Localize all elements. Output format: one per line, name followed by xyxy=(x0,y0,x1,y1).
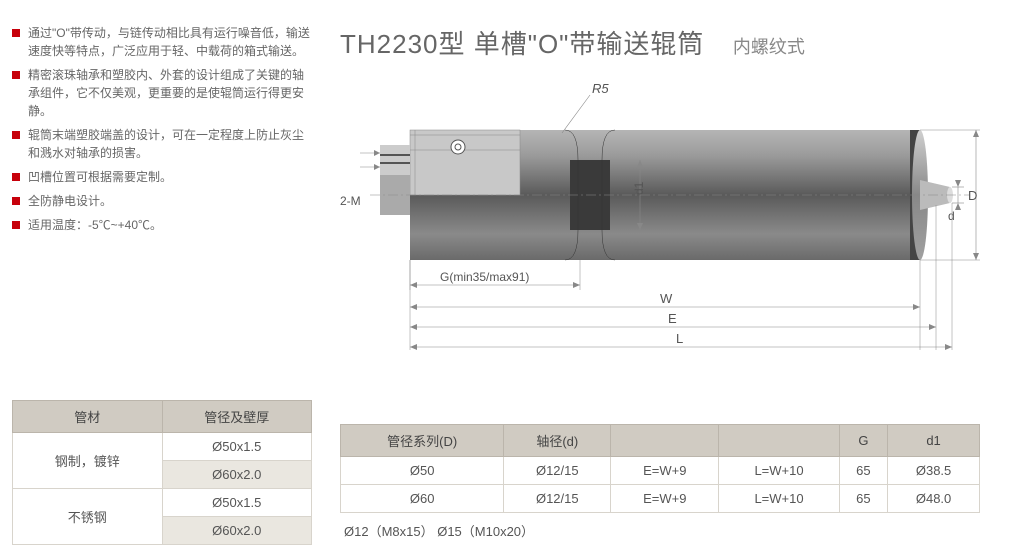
th: 管径系列(D) xyxy=(341,425,504,457)
spec-table-wrap: 管径系列(D) 轴径(d) G d1 Ø50 Ø12/15 E=W+9 L=W+… xyxy=(340,424,980,540)
roller-diagram: R5 2-M d1 d D G(min35/max91) xyxy=(340,75,980,355)
td: Ø12/15 xyxy=(504,457,611,485)
td: 65 xyxy=(839,485,888,513)
td: Ø38.5 xyxy=(888,457,980,485)
spec-table: 管径系列(D) 轴径(d) G d1 Ø50 Ø12/15 E=W+9 L=W+… xyxy=(340,424,980,513)
td-material: 不锈钢 xyxy=(13,489,163,545)
th: d1 xyxy=(888,425,980,457)
label-d1: d1 xyxy=(632,181,646,195)
footnote: Ø12（M8x15） Ø15（M10x20） xyxy=(340,521,980,540)
label-d: d xyxy=(948,209,955,223)
th-size: 管径及壁厚 xyxy=(162,401,312,433)
title-sub: 内螺纹式 xyxy=(733,37,805,57)
label-g: G(min35/max91) xyxy=(440,270,529,284)
td: Ø50 xyxy=(341,457,504,485)
td-size: Ø50x1.5 xyxy=(162,433,312,461)
td-material: 钢制，镀锌 xyxy=(13,433,163,489)
td: Ø60 xyxy=(341,485,504,513)
td-size: Ø50x1.5 xyxy=(162,489,312,517)
label-e: E xyxy=(668,311,677,326)
label-l: L xyxy=(676,331,683,346)
td: E=W+9 xyxy=(611,457,719,485)
title-block: TH2230型 单槽"O"带输送辊筒 内螺纹式 xyxy=(340,24,805,61)
bearing-inner-icon xyxy=(455,144,461,150)
td: L=W+10 xyxy=(719,485,839,513)
td: 65 xyxy=(839,457,888,485)
td-size: Ø60x2.0 xyxy=(162,461,312,489)
diagram-svg: R5 2-M d1 d D G(min35/max91) xyxy=(340,75,980,355)
bullet-item: 凹槽位置可根据需要定制。 xyxy=(12,168,312,186)
label-w: W xyxy=(660,291,673,306)
material-table-wrap: 管材 管径及壁厚 钢制，镀锌 Ø50x1.5 Ø60x2.0 不锈钢 Ø50x1… xyxy=(12,400,312,545)
th: 轴径(d) xyxy=(504,425,611,457)
td: Ø48.0 xyxy=(888,485,980,513)
title-main: TH2230型 单槽"O"带输送辊筒 xyxy=(340,29,704,59)
td: E=W+9 xyxy=(611,485,719,513)
th xyxy=(719,425,839,457)
label-r5: R5 xyxy=(592,81,609,96)
th xyxy=(611,425,719,457)
label-D: D xyxy=(968,188,977,203)
bullet-item: 适用温度：-5℃~+40℃。 xyxy=(12,216,312,234)
feature-list: 通过"O"带传动，与链传动相比具有运行噪音低，输送速度快等特点，广泛应用于轻、中… xyxy=(12,24,312,240)
bullet-item: 精密滚珠轴承和塑胶内、外套的设计组成了关键的轴承组件，它不仅美观，更重要的是使辊… xyxy=(12,66,312,120)
td-size: Ø60x2.0 xyxy=(162,517,312,545)
th: G xyxy=(839,425,888,457)
td: L=W+10 xyxy=(719,457,839,485)
material-table: 管材 管径及壁厚 钢制，镀锌 Ø50x1.5 Ø60x2.0 不锈钢 Ø50x1… xyxy=(12,400,312,545)
bullet-item: 辊筒末端塑胶端盖的设计，可在一定程度上防止灰尘和溅水对轴承的损害。 xyxy=(12,126,312,162)
bullet-list: 通过"O"带传动，与链传动相比具有运行噪音低，输送速度快等特点，广泛应用于轻、中… xyxy=(12,24,312,234)
left-mount-top xyxy=(380,145,410,175)
bullet-item: 全防静电设计。 xyxy=(12,192,312,210)
label-2m: 2-M xyxy=(340,194,361,208)
cutaway-section xyxy=(410,130,520,195)
td: Ø12/15 xyxy=(504,485,611,513)
th-material: 管材 xyxy=(13,401,163,433)
bullet-item: 通过"O"带传动，与链传动相比具有运行噪音低，输送速度快等特点，广泛应用于轻、中… xyxy=(12,24,312,60)
